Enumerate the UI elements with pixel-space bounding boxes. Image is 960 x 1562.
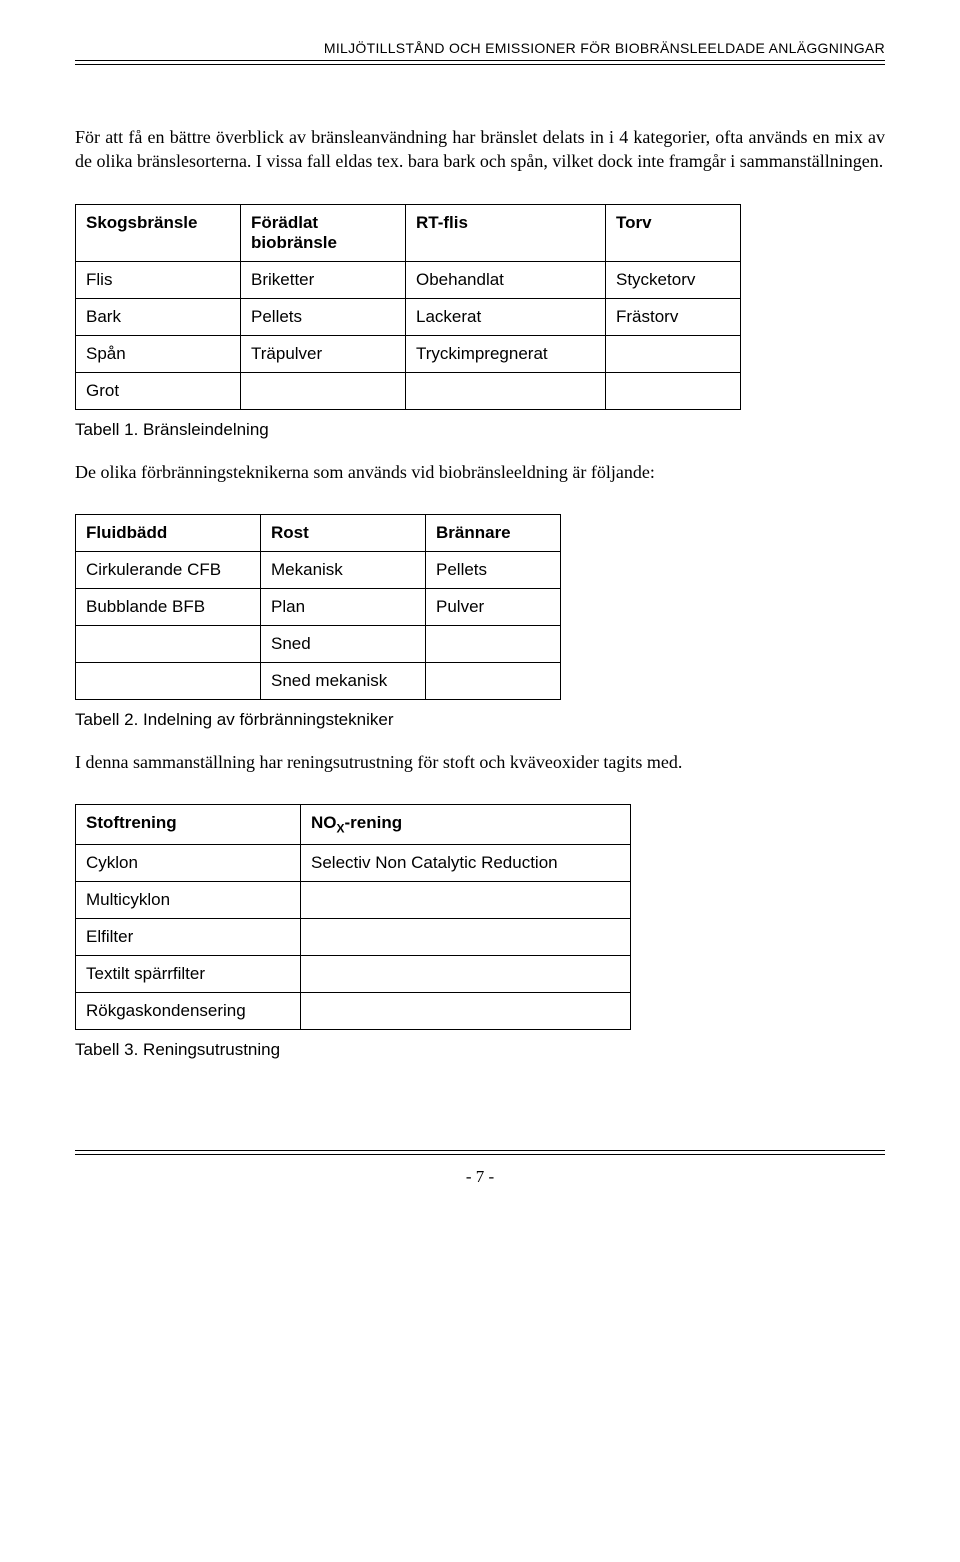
nox-pre: NO — [311, 813, 337, 832]
table-header-cell: Stoftrening — [76, 805, 301, 844]
table-3: Stoftrening NOX-rening Cyklon Selectiv N… — [75, 804, 631, 1029]
table-cell: Cyklon — [76, 844, 301, 881]
nox-sub: X — [337, 822, 345, 836]
table-row: Cirkulerande CFB Mekanisk Pellets — [76, 551, 561, 588]
page-number: - 7 - — [75, 1167, 885, 1187]
table-row: Spån Träpulver Tryckimpregnerat — [76, 335, 741, 372]
table-row: Sned mekanisk — [76, 662, 561, 699]
nox-post: -rening — [345, 813, 403, 832]
table-header-cell: Fluidbädd — [76, 514, 261, 551]
table-row: Bark Pellets Lackerat Frästorv — [76, 298, 741, 335]
table-cell: Obehandlat — [406, 261, 606, 298]
table-cell: Pulver — [426, 588, 561, 625]
table-2: Fluidbädd Rost Brännare Cirkulerande CFB… — [75, 514, 561, 700]
table-cell — [301, 955, 631, 992]
table-cell — [606, 372, 741, 409]
footer-rule — [75, 1150, 885, 1155]
table-cell: Selectiv Non Catalytic Reduction — [301, 844, 631, 881]
table-row: Multicyklon — [76, 881, 631, 918]
table-1: Skogsbränsle Förädlat biobränsle RT-flis… — [75, 204, 741, 410]
table-cell: Flis — [76, 261, 241, 298]
table-row: Flis Briketter Obehandlat Stycketorv — [76, 261, 741, 298]
table-row: Fluidbädd Rost Brännare — [76, 514, 561, 551]
table-row: Bubblande BFB Plan Pulver — [76, 588, 561, 625]
table-cell — [76, 662, 261, 699]
table-row: Rökgaskondensering — [76, 992, 631, 1029]
table-header-cell: Torv — [606, 204, 741, 261]
table-cell — [301, 992, 631, 1029]
table-1-caption: Tabell 1. Bränsleindelning — [75, 420, 885, 440]
table-header-cell: RT-flis — [406, 204, 606, 261]
table-cell: Pellets — [426, 551, 561, 588]
table-row: Skogsbränsle Förädlat biobränsle RT-flis… — [76, 204, 741, 261]
table-cell — [301, 918, 631, 955]
table-2-caption: Tabell 2. Indelning av förbränningstekni… — [75, 710, 885, 730]
table-row: Elfilter — [76, 918, 631, 955]
table-cell: Mekanisk — [261, 551, 426, 588]
paragraph-1: För att få en bättre överblick av bränsl… — [75, 125, 885, 174]
table-cell: Bubblande BFB — [76, 588, 261, 625]
table-cell: Spån — [76, 335, 241, 372]
table-header-cell: Förädlat biobränsle — [241, 204, 406, 261]
paragraph-3: I denna sammanställning har reningsutrus… — [75, 750, 885, 774]
table-cell: Träpulver — [241, 335, 406, 372]
page-container: MILJÖTILLSTÅND OCH EMISSIONER FÖR BIOBRÄ… — [0, 0, 960, 1237]
table-header-cell: NOX-rening — [301, 805, 631, 844]
table-cell — [406, 372, 606, 409]
table-header-cell: Rost — [261, 514, 426, 551]
table-cell — [426, 662, 561, 699]
table-cell — [426, 625, 561, 662]
table-cell: Frästorv — [606, 298, 741, 335]
table-cell — [241, 372, 406, 409]
table-row: Sned — [76, 625, 561, 662]
table-3-caption: Tabell 3. Reningsutrustning — [75, 1040, 885, 1060]
table-cell: Plan — [261, 588, 426, 625]
table-row: Stoftrening NOX-rening — [76, 805, 631, 844]
table-cell: Tryckimpregnerat — [406, 335, 606, 372]
table-cell: Stycketorv — [606, 261, 741, 298]
table-cell: Sned mekanisk — [261, 662, 426, 699]
table-cell: Sned — [261, 625, 426, 662]
table-cell: Multicyklon — [76, 881, 301, 918]
table-cell: Lackerat — [406, 298, 606, 335]
table-cell: Textilt spärrfilter — [76, 955, 301, 992]
table-cell: Rökgaskondensering — [76, 992, 301, 1029]
table-cell: Pellets — [241, 298, 406, 335]
table-row: Grot — [76, 372, 741, 409]
table-cell: Bark — [76, 298, 241, 335]
table-cell: Briketter — [241, 261, 406, 298]
table-header-cell: Skogsbränsle — [76, 204, 241, 261]
table-cell — [76, 625, 261, 662]
table-row: Textilt spärrfilter — [76, 955, 631, 992]
table-cell: Elfilter — [76, 918, 301, 955]
table-cell — [606, 335, 741, 372]
table-cell: Cirkulerande CFB — [76, 551, 261, 588]
table-header-cell: Brännare — [426, 514, 561, 551]
table-cell — [301, 881, 631, 918]
table-cell: Grot — [76, 372, 241, 409]
header-title: MILJÖTILLSTÅND OCH EMISSIONER FÖR BIOBRÄ… — [75, 40, 885, 60]
header-rule — [75, 60, 885, 65]
paragraph-2: De olika förbränningsteknikerna som anvä… — [75, 460, 885, 484]
table-row: Cyklon Selectiv Non Catalytic Reduction — [76, 844, 631, 881]
